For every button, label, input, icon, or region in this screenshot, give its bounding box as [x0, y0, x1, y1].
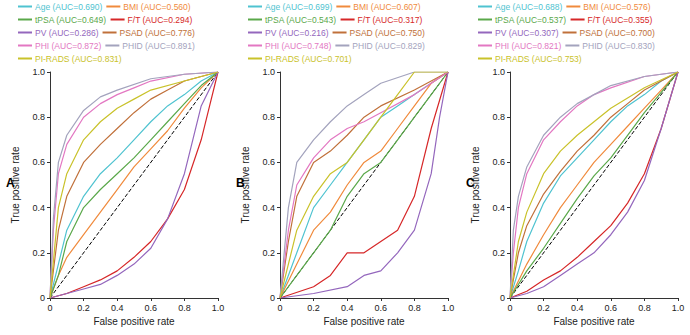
svg-text:BMI (AUC=0.607): BMI (AUC=0.607)	[353, 2, 420, 12]
svg-text:0.4: 0.4	[341, 303, 354, 313]
svg-text:0.2: 0.2	[492, 248, 505, 258]
svg-text:PSAD (AUC=0.750): PSAD (AUC=0.750)	[350, 28, 426, 38]
svg-text:0: 0	[47, 303, 52, 313]
svg-text:PHID (AUC=0.891): PHID (AUC=0.891)	[122, 41, 195, 51]
svg-text:0: 0	[277, 303, 282, 313]
svg-text:BMI (AUC=0.560): BMI (AUC=0.560)	[123, 2, 190, 12]
svg-text:C: C	[466, 176, 475, 190]
svg-text:0.6: 0.6	[375, 303, 388, 313]
svg-text:tPSA (AUC=0.649): tPSA (AUC=0.649)	[35, 15, 106, 25]
svg-text:False positive rate: False positive rate	[553, 316, 635, 327]
svg-text:0: 0	[270, 293, 275, 303]
svg-text:0.4: 0.4	[262, 203, 275, 213]
svg-text:PI-RADS (AUC=0.753): PI-RADS (AUC=0.753)	[495, 54, 582, 64]
svg-text:True positive rate: True positive rate	[469, 146, 481, 224]
svg-text:0.2: 0.2	[32, 248, 45, 258]
svg-text:0.8: 0.8	[178, 303, 191, 313]
svg-text:True positive rate: True positive rate	[9, 146, 21, 224]
svg-text:Age (AUC=0.699): Age (AUC=0.699)	[265, 2, 332, 12]
svg-text:PHI (AUC=0.872): PHI (AUC=0.872)	[35, 41, 102, 51]
svg-text:0.8: 0.8	[408, 303, 421, 313]
svg-text:0.6: 0.6	[32, 157, 45, 167]
svg-text:PI-RADS (AUC=0.701): PI-RADS (AUC=0.701)	[265, 54, 352, 64]
svg-text:PHI (AUC=0.821): PHI (AUC=0.821)	[495, 41, 562, 51]
svg-text:A: A	[6, 176, 15, 190]
svg-text:0.2: 0.2	[77, 303, 90, 313]
svg-text:PV (AUC=0.216): PV (AUC=0.216)	[265, 28, 329, 38]
svg-text:PV (AUC=0.307): PV (AUC=0.307)	[495, 28, 559, 38]
svg-text:PHI (AUC=0.748): PHI (AUC=0.748)	[265, 41, 332, 51]
svg-text:True positive rate: True positive rate	[239, 146, 251, 224]
svg-text:BMI (AUC=0.576): BMI (AUC=0.576)	[583, 2, 650, 12]
svg-text:0.4: 0.4	[111, 303, 124, 313]
svg-text:F/T (AUC=0.355): F/T (AUC=0.355)	[588, 15, 653, 25]
svg-text:tPSA (AUC=0.537): tPSA (AUC=0.537)	[495, 15, 566, 25]
svg-text:0.6: 0.6	[492, 157, 505, 167]
svg-text:0.2: 0.2	[537, 303, 550, 313]
svg-text:tPSA (AUC=0.543): tPSA (AUC=0.543)	[265, 15, 336, 25]
svg-text:1.0: 1.0	[672, 303, 685, 313]
svg-text:0.2: 0.2	[307, 303, 320, 313]
svg-text:0: 0	[507, 303, 512, 313]
svg-text:0.8: 0.8	[638, 303, 651, 313]
svg-text:1.0: 1.0	[492, 67, 505, 77]
svg-text:0.8: 0.8	[262, 112, 275, 122]
svg-text:Age (AUC=0.690): Age (AUC=0.690)	[35, 2, 102, 12]
svg-text:0.6: 0.6	[145, 303, 158, 313]
svg-text:False positive rate: False positive rate	[93, 316, 175, 327]
svg-text:1.0: 1.0	[212, 303, 225, 313]
svg-text:1.0: 1.0	[32, 67, 45, 77]
svg-text:0.4: 0.4	[492, 203, 505, 213]
svg-text:PSAD (AUC=0.700): PSAD (AUC=0.700)	[580, 28, 656, 38]
svg-text:0.6: 0.6	[605, 303, 618, 313]
svg-text:PSAD (AUC=0.776): PSAD (AUC=0.776)	[120, 28, 196, 38]
svg-text:0.8: 0.8	[32, 112, 45, 122]
svg-text:PHID (AUC=0.829): PHID (AUC=0.829)	[352, 41, 425, 51]
svg-text:0.2: 0.2	[262, 248, 275, 258]
svg-text:0.6: 0.6	[262, 157, 275, 167]
svg-text:Age (AUC=0.688): Age (AUC=0.688)	[495, 2, 562, 12]
svg-text:1.0: 1.0	[262, 67, 275, 77]
svg-text:B: B	[236, 176, 245, 190]
svg-text:0: 0	[40, 293, 45, 303]
svg-text:0.4: 0.4	[32, 203, 45, 213]
svg-text:PV (AUC=0.286): PV (AUC=0.286)	[35, 28, 99, 38]
svg-text:1.0: 1.0	[442, 303, 455, 313]
svg-text:0.8: 0.8	[492, 112, 505, 122]
svg-text:PI-RADS (AUC=0.831): PI-RADS (AUC=0.831)	[35, 54, 122, 64]
svg-text:False positive rate: False positive rate	[323, 316, 405, 327]
svg-text:0.4: 0.4	[571, 303, 584, 313]
svg-text:PHID (AUC=0.830): PHID (AUC=0.830)	[582, 41, 655, 51]
svg-text:F/T (AUC=0.317): F/T (AUC=0.317)	[358, 15, 423, 25]
svg-text:F/T (AUC=0.294): F/T (AUC=0.294)	[128, 15, 193, 25]
svg-text:0: 0	[500, 293, 505, 303]
